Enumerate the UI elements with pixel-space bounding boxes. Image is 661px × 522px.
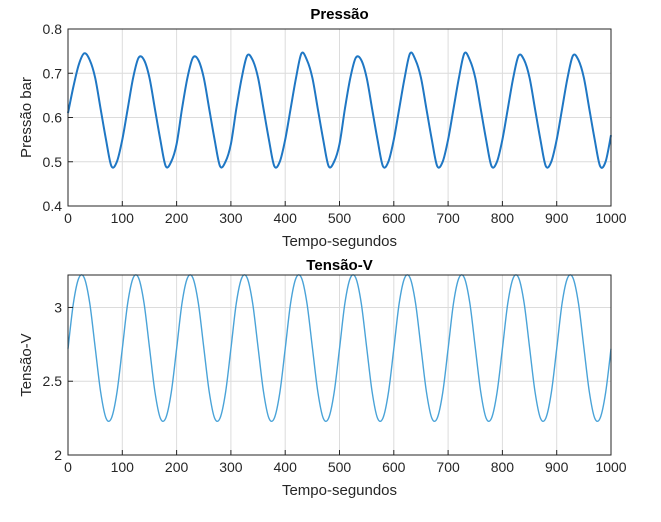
y-tick-label: 0.6 — [43, 110, 63, 126]
x-tick-label: 400 — [274, 459, 298, 475]
y-tick-label: 2 — [54, 447, 62, 463]
x-tick-label: 700 — [436, 459, 460, 475]
x-axis-label: Tempo-segundos — [282, 482, 397, 499]
y-tick-label: 0.7 — [43, 65, 63, 81]
x-tick-label: 200 — [165, 459, 189, 475]
y-tick-label: 0.5 — [43, 154, 63, 170]
chart-title: Tensão-V — [306, 257, 372, 274]
y-tick-label: 0.8 — [43, 21, 63, 37]
x-tick-label: 300 — [219, 210, 243, 226]
pressure-chart: 0 100 200 300 400 500 600 700 800 900 1000 0.40.50… — [18, 6, 627, 250]
x-tick-label: 100 — [111, 459, 135, 475]
series-line-pressure — [67, 51, 612, 169]
x-tick-label: 900 — [545, 459, 569, 475]
x-tick-label: 1000 — [595, 459, 626, 475]
x-tick-label: 0 — [64, 210, 72, 226]
chart-title: Pressão — [310, 6, 368, 23]
x-axis-label: Tempo-segundos — [282, 233, 397, 250]
x-ticks: 0 100 200 300 400 500 600 700 800 900 1000 — [64, 201, 627, 226]
y-tick-label: 0.4 — [43, 198, 63, 214]
x-tick-label: 200 — [165, 210, 189, 226]
y-ticks: 0.4 0.5 0.6 0.7 0.8 — [43, 21, 73, 214]
x-tick-label: 100 — [111, 210, 135, 226]
x-tick-label: 400 — [274, 210, 298, 226]
y-tick-label: 3 — [54, 299, 62, 315]
x-tick-label: 500 — [328, 210, 352, 226]
x-ticks: 0 100 200 300 400 500 600 700 800 900 1000 — [64, 450, 627, 475]
y-axis-label: Tensão-V — [18, 333, 35, 396]
y-tick-label: 2.5 — [43, 373, 63, 389]
x-tick-label: 700 — [436, 210, 460, 226]
x-tick-label: 1000 — [595, 210, 626, 226]
x-tick-label: 600 — [382, 459, 406, 475]
y-ticks: 22.53 — [43, 299, 73, 463]
x-tick-label: 300 — [219, 459, 243, 475]
x-tick-label: 800 — [491, 210, 515, 226]
x-tick-label: 500 — [328, 459, 352, 475]
y-axis-label: Pressão bar — [18, 77, 35, 158]
x-tick-label: 600 — [382, 210, 406, 226]
x-tick-label: 800 — [491, 459, 515, 475]
x-tick-label: 900 — [545, 210, 569, 226]
series-line-voltage — [67, 274, 612, 423]
voltage-chart: 0 100 200 300 400 500 600 700 800 900 1000 22.53 T… — [18, 257, 627, 499]
x-tick-label: 0 — [64, 459, 72, 475]
